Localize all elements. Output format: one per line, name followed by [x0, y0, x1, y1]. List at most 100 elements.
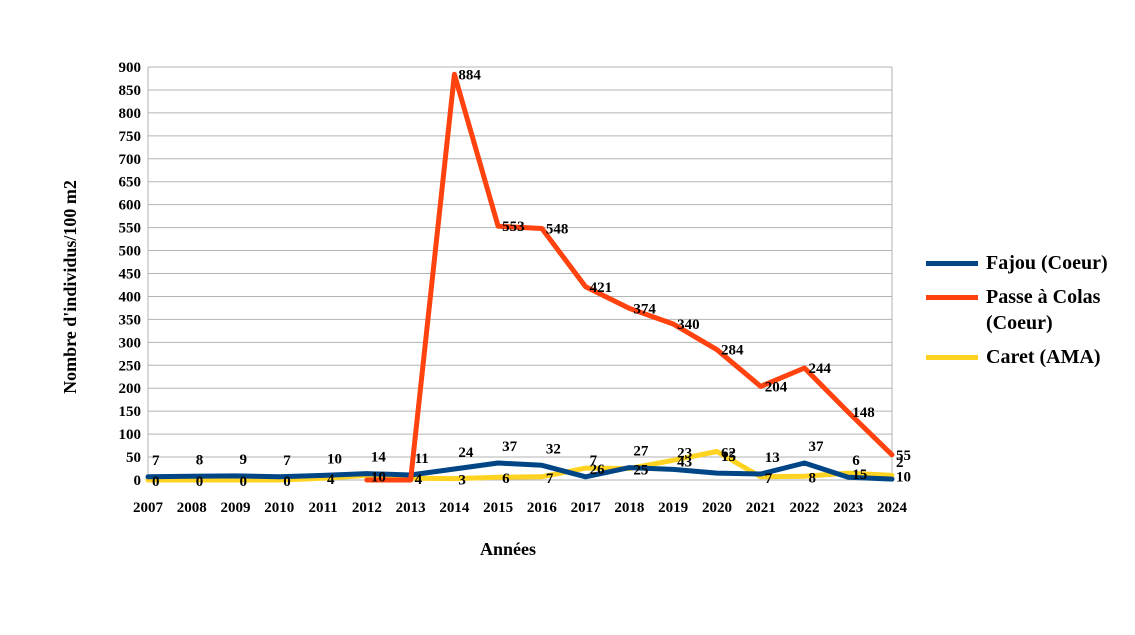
y-axis-title: Nombre d'individus/100 m2 — [60, 180, 80, 394]
data-label: 548 — [546, 222, 569, 238]
data-label: 421 — [590, 280, 613, 296]
data-label: 15 — [721, 449, 736, 465]
legend-item-passe-a-colas: Passe à Colas (Coeur) — [926, 284, 1131, 336]
x-axis-title: Années — [480, 539, 536, 559]
legend-item-caret: Caret (AMA) — [926, 344, 1131, 370]
data-label: 62 — [721, 446, 736, 462]
x-tick-label: 2007 — [133, 500, 164, 516]
chart-gridlines — [147, 66, 893, 481]
y-tick-label: 300 — [119, 335, 142, 351]
x-axis-tick-labels: 2007 2008 2009 2010 2011 2012 2013 2014 2015 2016… — [133, 500, 908, 516]
data-label: 27 — [633, 444, 649, 460]
data-label: 884 — [458, 67, 481, 83]
x-tick-label: 2018 — [614, 500, 644, 516]
series-line — [145, 460, 895, 482]
legend-item-fajou: Fajou (Coeur) — [926, 250, 1131, 276]
x-tick-label: 2013 — [396, 500, 426, 516]
data-label: 26 — [590, 462, 606, 478]
x-tick-label: 2010 — [264, 500, 294, 516]
x-tick-label: 2019 — [658, 500, 688, 516]
data-label: 244 — [808, 361, 831, 377]
y-tick-label: 450 — [119, 267, 142, 283]
y-axis-tick-labels: 0 50 100 150 200 250 300 350 400 450 500 550 600 650 7… — [119, 60, 142, 489]
data-label: 15 — [852, 467, 867, 483]
y-tick-label: 850 — [119, 83, 142, 99]
data-label: 284 — [721, 343, 744, 359]
x-tick-label: 2022 — [789, 500, 819, 516]
y-tick-label: 600 — [119, 198, 142, 214]
series-line — [364, 71, 895, 483]
data-label: 10 — [896, 469, 911, 485]
y-tick-label: 800 — [119, 106, 142, 122]
data-label: 43 — [677, 454, 692, 470]
x-tick-label: 2008 — [177, 500, 207, 516]
data-label: 4 — [327, 472, 335, 488]
y-tick-label: 200 — [119, 381, 142, 397]
series-line — [145, 449, 895, 483]
data-label: 6 — [852, 453, 860, 469]
data-label: 10 — [371, 469, 386, 485]
x-tick-label: 2020 — [702, 500, 732, 516]
line-chart: 0501001502002503003504004505005506006507… — [60, 60, 911, 559]
y-tick-label: 100 — [119, 427, 142, 443]
y-tick-label: 750 — [119, 129, 142, 145]
x-tick-label: 2014 — [439, 500, 470, 516]
data-label: 6 — [502, 471, 510, 487]
x-tick-label: 2016 — [527, 500, 558, 516]
data-label: 553 — [502, 219, 525, 235]
data-label: 37 — [808, 439, 824, 455]
data-label: 4 — [415, 472, 423, 488]
y-tick-label: 150 — [119, 404, 142, 420]
data-label: 2 — [896, 455, 904, 471]
y-tick-label: 0 — [134, 473, 142, 489]
data-label: 9 — [240, 452, 248, 468]
y-tick-label: 50 — [126, 450, 141, 466]
x-tick-label: 2011 — [308, 500, 337, 516]
y-tick-label: 700 — [119, 152, 142, 168]
y-tick-label: 650 — [119, 175, 142, 191]
x-tick-label: 2024 — [877, 500, 908, 516]
legend-label: Passe à Colas (Coeur) — [986, 286, 1101, 334]
data-label: 0 — [196, 474, 204, 490]
data-label: 24 — [458, 445, 474, 461]
data-label: 7 — [283, 453, 291, 469]
x-tick-label: 2009 — [221, 500, 251, 516]
chart-legend: Fajou (Coeur) Passe à Colas (Coeur) Care… — [926, 250, 1131, 378]
data-label: 374 — [633, 301, 656, 317]
y-tick-label: 400 — [119, 289, 142, 305]
legend-swatch — [926, 355, 978, 360]
y-tick-label: 500 — [119, 244, 142, 260]
x-tick-label: 2021 — [746, 500, 776, 516]
x-tick-label: 2012 — [352, 500, 382, 516]
data-label: 3 — [458, 473, 466, 489]
data-label: 148 — [852, 405, 875, 421]
data-label: 7 — [765, 471, 773, 487]
data-label: 0 — [283, 474, 291, 490]
data-label: 0 — [240, 474, 248, 490]
data-label: 8 — [196, 452, 204, 468]
data-label: 8 — [808, 470, 816, 486]
data-label: 25 — [633, 463, 648, 479]
data-label: 10 — [327, 451, 342, 467]
x-tick-label: 2023 — [833, 500, 863, 516]
x-tick-label: 2017 — [571, 500, 602, 516]
data-label: 37 — [502, 439, 518, 455]
legend-label: Fajou (Coeur) — [986, 252, 1108, 274]
data-label: 13 — [765, 450, 780, 466]
data-label: 204 — [765, 379, 788, 395]
y-tick-label: 250 — [119, 358, 142, 374]
y-tick-label: 900 — [119, 60, 142, 76]
legend-swatch — [926, 295, 978, 300]
y-tick-label: 550 — [119, 221, 142, 237]
legend-swatch — [926, 261, 978, 266]
legend-label: Caret (AMA) — [986, 346, 1101, 368]
data-label: 32 — [546, 441, 561, 457]
data-label: 0 — [152, 474, 160, 490]
data-label: 340 — [677, 317, 700, 333]
x-tick-label: 2015 — [483, 500, 513, 516]
data-label: 23 — [677, 445, 692, 461]
data-label: 7 — [590, 453, 598, 469]
data-label: 7 — [152, 453, 160, 469]
data-label: 14 — [371, 450, 387, 466]
